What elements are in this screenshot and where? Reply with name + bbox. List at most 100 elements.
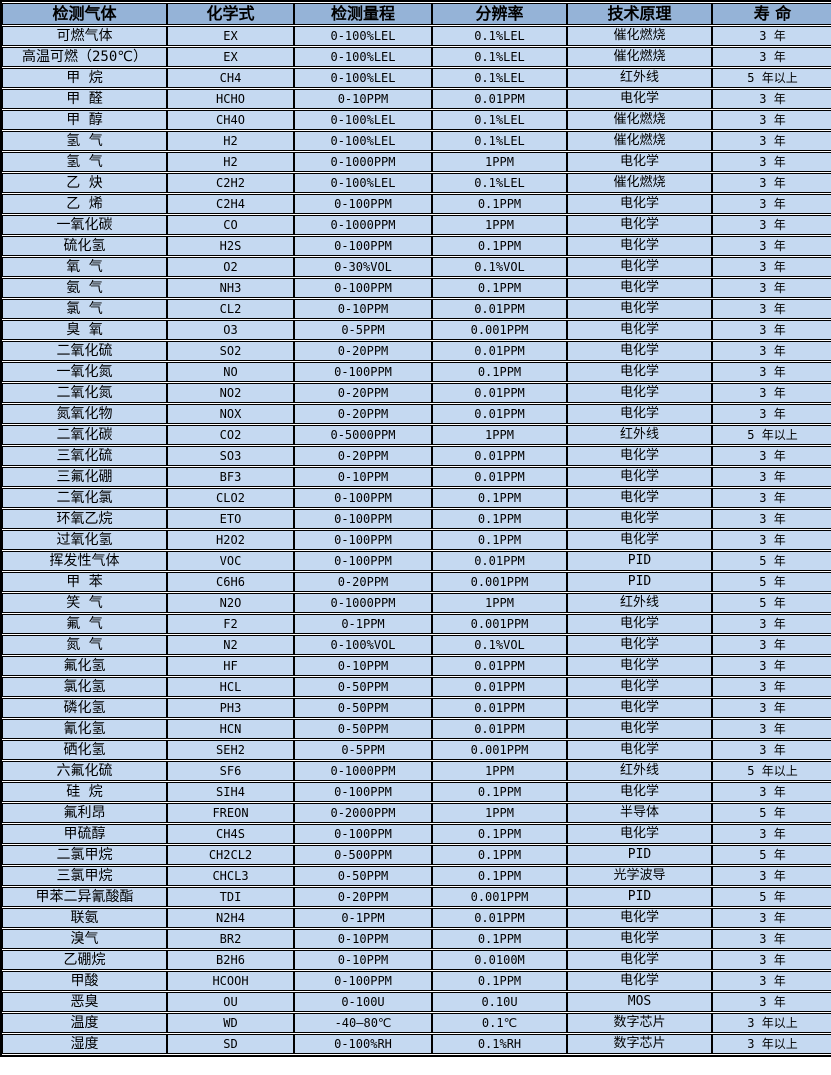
- cell-range: 0-20PPM: [294, 383, 432, 403]
- cell-range: 0-100%LEL: [294, 68, 432, 88]
- cell-formula: N2O: [167, 593, 294, 613]
- cell-range: 0-1000PPM: [294, 152, 432, 172]
- cell-range: 0-5000PPM: [294, 425, 432, 445]
- cell-resolution: 0.001PPM: [432, 572, 567, 592]
- cell-lifespan: 3 年: [712, 278, 831, 298]
- cell-resolution: 0.01PPM: [432, 404, 567, 424]
- cell-formula: HCN: [167, 719, 294, 739]
- cell-gas: 湿度: [2, 1034, 167, 1054]
- table-row: 甲 烷 CH4 0-100%LEL 0.1%LEL 红外线 5 年以上: [2, 68, 831, 88]
- cell-range: 0-20PPM: [294, 341, 432, 361]
- cell-gas: 硅 烷: [2, 782, 167, 802]
- cell-lifespan: 3 年以上: [712, 1034, 831, 1054]
- cell-principle: 电化学: [567, 698, 712, 718]
- cell-gas: 氰化氢: [2, 719, 167, 739]
- cell-lifespan: 5 年以上: [712, 761, 831, 781]
- cell-principle: 电化学: [567, 236, 712, 256]
- cell-resolution: 0.01PPM: [432, 341, 567, 361]
- cell-lifespan: 3 年: [712, 404, 831, 424]
- cell-gas: 乙 烯: [2, 194, 167, 214]
- cell-resolution: 0.1PPM: [432, 362, 567, 382]
- cell-principle: 电化学: [567, 89, 712, 109]
- cell-gas: 氟利昂: [2, 803, 167, 823]
- cell-principle: 电化学: [567, 362, 712, 382]
- cell-lifespan: 3 年以上: [712, 1013, 831, 1033]
- cell-resolution: 0.1PPM: [432, 278, 567, 298]
- cell-gas: 二氧化氮: [2, 383, 167, 403]
- cell-gas: 乙 炔: [2, 173, 167, 193]
- cell-range: 0-100PPM: [294, 551, 432, 571]
- cell-principle: 电化学: [567, 383, 712, 403]
- table-row: 二氧化硫 SO2 0-20PPM 0.01PPM 电化学 3 年: [2, 341, 831, 361]
- cell-principle: 催化燃烧: [567, 173, 712, 193]
- cell-principle: 电化学: [567, 824, 712, 844]
- cell-resolution: 0.1%LEL: [432, 68, 567, 88]
- cell-principle: 催化燃烧: [567, 131, 712, 151]
- cell-range: 0-500PPM: [294, 845, 432, 865]
- cell-principle: 电化学: [567, 278, 712, 298]
- cell-resolution: 1PPM: [432, 803, 567, 823]
- cell-formula: C6H6: [167, 572, 294, 592]
- cell-resolution: 0.1PPM: [432, 971, 567, 991]
- cell-principle: 电化学: [567, 152, 712, 172]
- cell-lifespan: 3 年: [712, 467, 831, 487]
- cell-range: -40—80℃: [294, 1013, 432, 1033]
- cell-lifespan: 3 年: [712, 614, 831, 634]
- cell-formula: CL2: [167, 299, 294, 319]
- cell-resolution: 1PPM: [432, 593, 567, 613]
- cell-formula: SIH4: [167, 782, 294, 802]
- cell-formula: H2O2: [167, 530, 294, 550]
- cell-lifespan: 3 年: [712, 341, 831, 361]
- table-row: 恶臭 OU 0-100U 0.10U MOS 3 年: [2, 992, 831, 1012]
- cell-range: 0-1000PPM: [294, 215, 432, 235]
- cell-resolution: 0.01PPM: [432, 908, 567, 928]
- cell-principle: 电化学: [567, 488, 712, 508]
- table-row: 挥发性气体 VOC 0-100PPM 0.01PPM PID 5 年: [2, 551, 831, 571]
- cell-resolution: 0.01PPM: [432, 551, 567, 571]
- cell-formula: SEH2: [167, 740, 294, 760]
- cell-principle: 半导体: [567, 803, 712, 823]
- cell-gas: 甲硫醇: [2, 824, 167, 844]
- cell-lifespan: 5 年: [712, 845, 831, 865]
- table-row: 三氟化硼 BF3 0-10PPM 0.01PPM 电化学 3 年: [2, 467, 831, 487]
- cell-principle: 电化学: [567, 782, 712, 802]
- cell-formula: FREON: [167, 803, 294, 823]
- cell-formula: TDI: [167, 887, 294, 907]
- cell-range: 0-5PPM: [294, 320, 432, 340]
- cell-resolution: 0.1PPM: [432, 845, 567, 865]
- cell-formula: C2H2: [167, 173, 294, 193]
- cell-resolution: 0.1%LEL: [432, 131, 567, 151]
- table-row: 氢 气 H2 0-1000PPM 1PPM 电化学 3 年: [2, 152, 831, 172]
- cell-lifespan: 3 年: [712, 530, 831, 550]
- cell-lifespan: 3 年: [712, 866, 831, 886]
- table-row: 甲 苯 C6H6 0-20PPM 0.001PPM PID 5 年: [2, 572, 831, 592]
- cell-range: 0-30%VOL: [294, 257, 432, 277]
- table-row: 甲酸 HCOOH 0-100PPM 0.1PPM 电化学 3 年: [2, 971, 831, 991]
- cell-formula: F2: [167, 614, 294, 634]
- cell-formula: H2: [167, 131, 294, 151]
- cell-range: 0-100PPM: [294, 824, 432, 844]
- cell-principle: MOS: [567, 992, 712, 1012]
- cell-principle: 电化学: [567, 446, 712, 466]
- table-row: 氟 气 F2 0-1PPM 0.001PPM 电化学 3 年: [2, 614, 831, 634]
- cell-principle: 电化学: [567, 530, 712, 550]
- cell-principle: 催化燃烧: [567, 26, 712, 46]
- cell-principle: 光学波导: [567, 866, 712, 886]
- cell-range: 0-100U: [294, 992, 432, 1012]
- cell-lifespan: 5 年: [712, 593, 831, 613]
- cell-resolution: 0.1PPM: [432, 866, 567, 886]
- cell-resolution: 0.01PPM: [432, 89, 567, 109]
- cell-formula: SF6: [167, 761, 294, 781]
- table-header: 检测气体 化学式 检测量程 分辨率 技术原理 寿 命: [2, 3, 831, 25]
- cell-gas: 温度: [2, 1013, 167, 1033]
- cell-formula: N2H4: [167, 908, 294, 928]
- cell-range: 0-10PPM: [294, 89, 432, 109]
- cell-lifespan: 3 年: [712, 824, 831, 844]
- cell-lifespan: 3 年: [712, 908, 831, 928]
- cell-range: 0-50PPM: [294, 677, 432, 697]
- table-row: 联氨 N2H4 0-1PPM 0.01PPM 电化学 3 年: [2, 908, 831, 928]
- cell-gas: 氮氧化物: [2, 404, 167, 424]
- table-row: 乙 炔 C2H2 0-100%LEL 0.1%LEL 催化燃烧 3 年: [2, 173, 831, 193]
- table-row: 磷化氢 PH3 0-50PPM 0.01PPM 电化学 3 年: [2, 698, 831, 718]
